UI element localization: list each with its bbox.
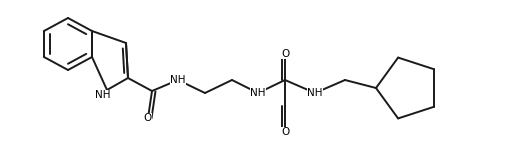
Text: NH: NH — [307, 88, 323, 98]
Text: NH: NH — [250, 88, 266, 98]
Text: O: O — [281, 127, 289, 137]
Text: O: O — [144, 113, 152, 123]
Text: NH: NH — [95, 90, 111, 100]
Text: NH: NH — [170, 75, 186, 85]
Text: O: O — [281, 49, 289, 59]
